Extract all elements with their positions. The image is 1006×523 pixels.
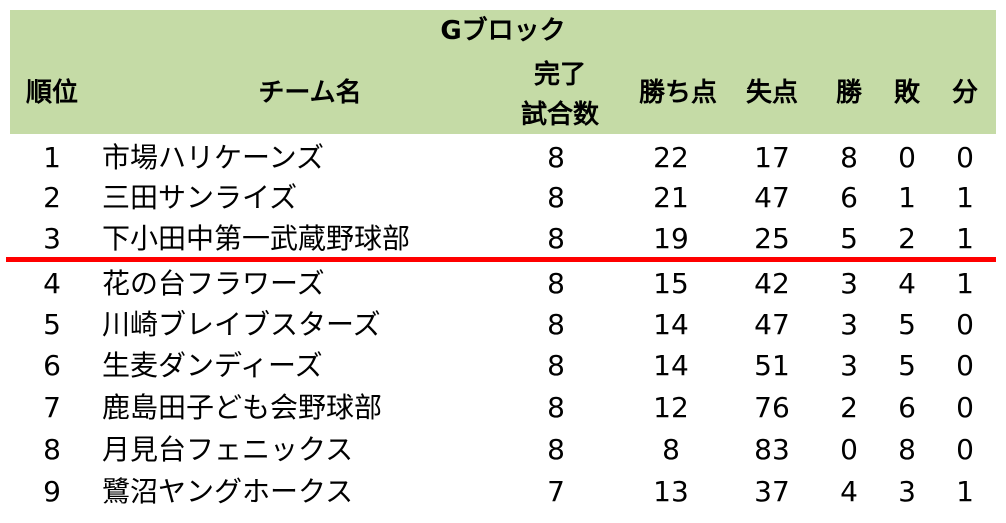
points-cell: 12 [653,391,689,424]
table-row: 1 市場ハリケーンズ 8 22 17 8 0 0 [0,137,1006,179]
wins-cell: 3 [840,308,858,341]
team-name-cell: 花の台フラワーズ [102,267,325,300]
rank-cell: 9 [43,475,61,508]
draws-cell: 0 [956,141,974,174]
team-name-cell: 市場ハリケーンズ [102,141,325,174]
points-cell: 8 [662,433,680,466]
losses-cell: 5 [898,308,916,341]
header-rank: 順位 [25,78,78,108]
points-cell: 22 [653,141,689,174]
points-cell: 14 [653,349,689,382]
conceded-cell: 42 [754,267,790,300]
wins-cell: 0 [840,433,858,466]
draws-cell: 1 [956,222,974,255]
points-cell: 21 [653,181,689,214]
games-cell: 8 [547,391,565,424]
rank-cell: 7 [43,391,61,424]
team-name-cell: 川崎ブレイブスターズ [102,308,381,341]
table-row: 9 鷺沼ヤングホークス 7 13 37 4 3 1 [0,471,1006,513]
games-cell: 8 [547,267,565,300]
header-draws: 分 [951,78,978,108]
conceded-cell: 47 [754,308,790,341]
header-conceded: 失点 [745,78,798,108]
points-cell: 13 [653,475,689,508]
games-cell: 8 [547,141,565,174]
conceded-cell: 37 [754,475,790,508]
conceded-cell: 47 [754,181,790,214]
draws-cell: 1 [956,181,974,214]
draws-cell: 1 [956,267,974,300]
draws-cell: 0 [956,349,974,382]
conceded-cell: 76 [754,391,790,424]
header-losses: 敗 [893,78,920,108]
games-cell: 8 [547,349,565,382]
header-games-line2: 試合数 [520,100,599,130]
wins-cell: 8 [840,141,858,174]
table-row: 3 下小田中第一武蔵野球部 8 19 25 5 2 1 [0,218,1006,260]
team-name-cell: 鷺沼ヤングホークス [102,475,354,508]
conceded-cell: 83 [754,433,790,466]
games-cell: 8 [547,308,565,341]
games-cell: 8 [547,433,565,466]
points-cell: 19 [653,222,689,255]
table-row: 8 月見台フェニックス 8 8 83 0 8 0 [0,429,1006,471]
header-wins: 勝 [835,78,862,108]
rank-cell: 3 [43,222,61,255]
draws-cell: 0 [956,308,974,341]
wins-cell: 3 [840,349,858,382]
draws-cell: 0 [956,433,974,466]
losses-cell: 4 [898,267,916,300]
rank-cell: 6 [43,349,61,382]
rank-cell: 2 [43,181,61,214]
team-name-cell: 三田サンライズ [102,181,298,214]
team-name-cell: 鹿島田子ども会野球部 [102,391,383,424]
losses-cell: 2 [898,222,916,255]
losses-cell: 0 [898,141,916,174]
team-name-cell: 月見台フェニックス [102,433,354,466]
wins-cell: 6 [840,181,858,214]
games-cell: 7 [547,475,565,508]
losses-cell: 8 [898,433,916,466]
block-title: Gブロック [440,16,566,46]
table-row: 5 川崎ブレイブスターズ 8 14 47 3 5 0 [0,304,1006,346]
losses-cell: 3 [898,475,916,508]
conceded-cell: 25 [754,222,790,255]
header-games-line1: 完了 [533,60,586,90]
wins-cell: 2 [840,391,858,424]
header-points: 勝ち点 [638,78,717,108]
draws-cell: 0 [956,391,974,424]
table-header: Gブロック 順位 チーム名 完了 試合数 勝ち点 失点 勝 敗 分 [10,10,996,134]
wins-cell: 3 [840,267,858,300]
conceded-cell: 17 [754,141,790,174]
header-team: チーム名 [258,78,362,108]
conceded-cell: 51 [754,349,790,382]
losses-cell: 6 [898,391,916,424]
losses-cell: 1 [898,181,916,214]
games-cell: 8 [547,181,565,214]
table-row: 7 鹿島田子ども会野球部 8 12 76 2 6 0 [0,387,1006,429]
qualification-divider [6,257,996,262]
table-row: 6 生麦ダンディーズ 8 14 51 3 5 0 [0,345,1006,387]
team-name-cell: 下小田中第一武蔵野球部 [102,222,411,255]
wins-cell: 4 [840,475,858,508]
rank-cell: 1 [43,141,61,174]
points-cell: 14 [653,308,689,341]
wins-cell: 5 [840,222,858,255]
rank-cell: 5 [43,308,61,341]
table-row: 4 花の台フラワーズ 8 15 42 3 4 1 [0,263,1006,305]
points-cell: 15 [653,267,689,300]
games-cell: 8 [547,222,565,255]
team-name-cell: 生麦ダンディーズ [102,349,323,382]
rank-cell: 4 [43,267,61,300]
rank-cell: 8 [43,433,61,466]
table-row: 2 三田サンライズ 8 21 47 6 1 1 [0,177,1006,219]
losses-cell: 5 [898,349,916,382]
draws-cell: 1 [956,475,974,508]
